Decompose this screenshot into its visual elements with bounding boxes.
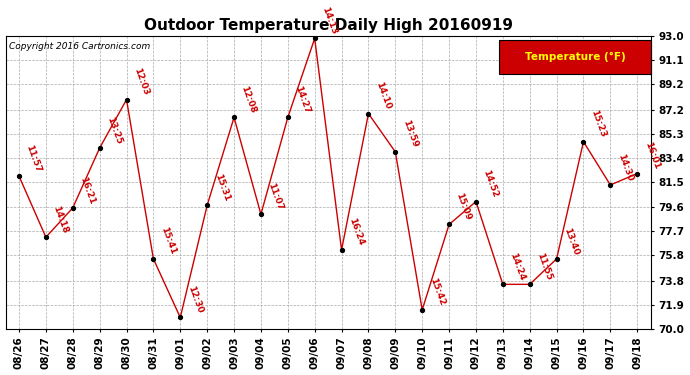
Text: 14:10: 14:10	[374, 81, 392, 111]
Text: 16:24: 16:24	[347, 217, 366, 247]
Text: 15:23: 15:23	[589, 109, 607, 139]
Text: 11:07: 11:07	[266, 182, 285, 212]
Text: 12:30: 12:30	[186, 285, 204, 315]
Text: Copyright 2016 Cartronics.com: Copyright 2016 Cartronics.com	[9, 42, 150, 51]
Text: 12:08: 12:08	[239, 85, 258, 115]
Text: 13:40: 13:40	[562, 226, 580, 256]
Text: 12:03: 12:03	[132, 67, 150, 97]
Text: 15:09: 15:09	[455, 192, 473, 222]
Text: 15:42: 15:42	[428, 277, 446, 307]
Text: 11:55: 11:55	[535, 252, 553, 282]
FancyBboxPatch shape	[499, 40, 651, 74]
Text: 14:27: 14:27	[293, 84, 312, 115]
Text: 14:30: 14:30	[616, 152, 634, 182]
Text: 14:18: 14:18	[52, 204, 70, 234]
Text: 15:41: 15:41	[159, 226, 177, 256]
Text: 11:57: 11:57	[25, 143, 43, 173]
Text: 14:13: 14:13	[320, 6, 339, 36]
Text: 16:21: 16:21	[78, 175, 97, 205]
Text: 15:31: 15:31	[213, 172, 231, 202]
Text: Temperature (°F): Temperature (°F)	[525, 52, 626, 62]
Text: 14:24: 14:24	[509, 251, 526, 282]
Text: 13:25: 13:25	[105, 115, 124, 145]
Text: 14:52: 14:52	[482, 169, 500, 199]
Text: 13:59: 13:59	[401, 119, 419, 149]
Text: 16:01: 16:01	[643, 141, 661, 171]
Title: Outdoor Temperature Daily High 20160919: Outdoor Temperature Daily High 20160919	[144, 18, 513, 33]
